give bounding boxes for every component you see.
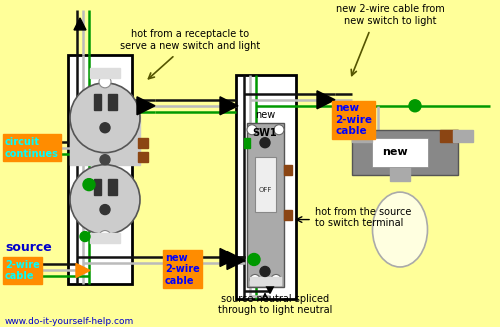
Text: new: new xyxy=(382,147,408,157)
Bar xyxy=(108,179,117,195)
Polygon shape xyxy=(317,91,335,109)
Circle shape xyxy=(250,274,260,284)
Text: www.do-it-yourself-help.com: www.do-it-yourself-help.com xyxy=(5,317,134,326)
Polygon shape xyxy=(220,249,238,267)
Polygon shape xyxy=(74,18,86,30)
Bar xyxy=(70,115,140,165)
Bar xyxy=(372,138,428,167)
Bar xyxy=(94,94,101,110)
Text: hot from a receptacle to
serve a new switch and light: hot from a receptacle to serve a new swi… xyxy=(120,29,260,51)
Bar xyxy=(138,138,148,148)
Text: new 2-wire cable from
new switch to light: new 2-wire cable from new switch to ligh… xyxy=(336,4,444,26)
Bar xyxy=(244,138,250,148)
Bar xyxy=(94,179,101,195)
Text: source neutral spliced
through to light neutral: source neutral spliced through to light … xyxy=(218,294,332,315)
Circle shape xyxy=(248,253,260,266)
Circle shape xyxy=(70,83,140,153)
Polygon shape xyxy=(76,264,90,277)
Circle shape xyxy=(100,205,110,215)
Circle shape xyxy=(100,155,110,165)
Polygon shape xyxy=(227,251,245,269)
Circle shape xyxy=(247,125,257,135)
Text: SW1: SW1 xyxy=(252,128,278,138)
Text: hot from the source
to switch terminal: hot from the source to switch terminal xyxy=(315,207,412,228)
Polygon shape xyxy=(22,141,36,155)
Polygon shape xyxy=(137,97,155,115)
Circle shape xyxy=(409,100,421,112)
Circle shape xyxy=(99,76,111,88)
Bar xyxy=(284,165,292,175)
Bar xyxy=(138,152,148,162)
Bar xyxy=(108,94,117,110)
Circle shape xyxy=(99,231,111,243)
Bar xyxy=(352,130,458,175)
Text: new
2-wire
cable: new 2-wire cable xyxy=(165,253,200,286)
Bar xyxy=(247,123,284,287)
Circle shape xyxy=(260,138,270,148)
Circle shape xyxy=(271,274,281,284)
Circle shape xyxy=(70,165,140,234)
Bar xyxy=(255,157,276,212)
Bar xyxy=(390,166,410,181)
Circle shape xyxy=(274,125,284,135)
Bar xyxy=(250,277,281,285)
Circle shape xyxy=(260,267,270,276)
Bar xyxy=(236,75,296,300)
Circle shape xyxy=(80,232,90,242)
Polygon shape xyxy=(220,97,238,115)
Text: circuit
continues: circuit continues xyxy=(5,137,59,159)
Polygon shape xyxy=(263,280,277,293)
Bar xyxy=(90,232,120,243)
Circle shape xyxy=(100,123,110,133)
Text: OFF: OFF xyxy=(258,187,272,193)
Text: 2-wire
cable: 2-wire cable xyxy=(5,260,40,281)
Text: source: source xyxy=(5,241,52,254)
Bar xyxy=(284,210,292,219)
Bar xyxy=(440,130,458,142)
Bar xyxy=(90,68,120,78)
Ellipse shape xyxy=(372,192,428,267)
Text: new: new xyxy=(255,110,275,120)
Bar xyxy=(352,130,372,142)
Circle shape xyxy=(83,179,95,191)
Bar xyxy=(68,55,132,284)
Bar xyxy=(453,130,473,142)
Text: new
2-wire
cable: new 2-wire cable xyxy=(335,103,372,136)
